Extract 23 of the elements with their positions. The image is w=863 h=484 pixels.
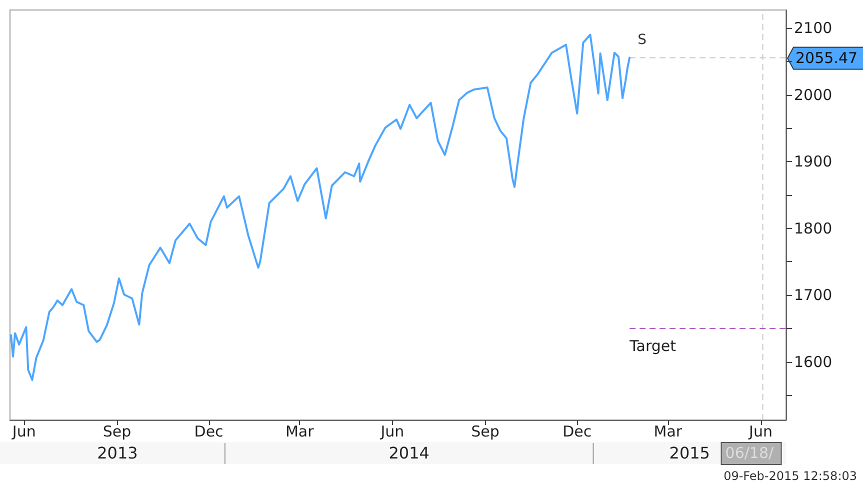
y-tick-label: 2000 bbox=[794, 86, 832, 104]
x-tick-label: Dec bbox=[194, 422, 224, 440]
x-tick-label: Sep bbox=[471, 422, 500, 440]
text: 2015 bbox=[669, 444, 710, 462]
y-tick-label: 1800 bbox=[794, 219, 832, 238]
x-tick-label: Jun bbox=[11, 422, 36, 440]
x-tick-label: Mar bbox=[654, 422, 683, 440]
x-tick-label: Jun bbox=[380, 422, 404, 440]
x-tick-label: Dec bbox=[562, 422, 592, 440]
line-series bbox=[10, 34, 631, 381]
x-tick-label: Sep bbox=[102, 422, 132, 440]
y-tick-label: 1600 bbox=[794, 352, 832, 371]
text: 2014 bbox=[388, 444, 430, 462]
ref-line-label: Target bbox=[628, 337, 676, 356]
y-tick-label: 2100 bbox=[794, 19, 832, 38]
text: 2013 bbox=[97, 444, 138, 462]
y-tick-label: 1900 bbox=[794, 152, 832, 171]
x-tick-label: Jun bbox=[748, 422, 772, 440]
text: 09-Feb-2015 12:58:03 bbox=[724, 469, 858, 483]
x-tick-label: Mar bbox=[285, 422, 315, 440]
series-label: S bbox=[638, 32, 647, 48]
annotation: 2055.47 bbox=[796, 48, 858, 67]
y-tick-label: 1700 bbox=[794, 286, 832, 304]
